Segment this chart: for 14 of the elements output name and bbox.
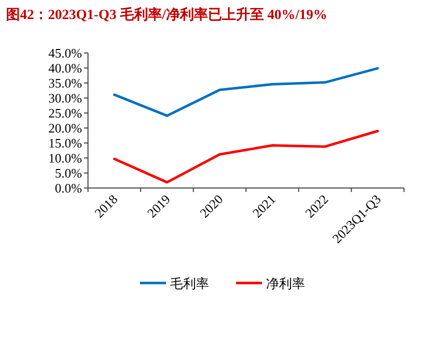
y-tick-label: 0.0% <box>54 180 82 196</box>
y-tick-label: 40.0% <box>48 60 82 76</box>
y-tick-label: 25.0% <box>48 106 82 120</box>
y-tick-label: 5.0% <box>54 166 82 180</box>
y-tick-label: 15.0% <box>48 136 82 150</box>
title: 图42：2023Q1-Q3 毛利率/净利率已上升至 40%/19% <box>6 8 328 23</box>
legend-label: 净利率 <box>266 276 305 291</box>
y-tick-label: 45.0% <box>48 46 82 60</box>
y-tick-label: 35.0% <box>48 76 82 90</box>
y-tick-label: 20.0% <box>48 120 82 136</box>
y-tick-label: 30.0% <box>48 90 82 106</box>
x-tick-label: 2021 <box>249 192 278 221</box>
legend-label: 毛利率 <box>170 276 209 291</box>
y-tick-label: 10.0% <box>48 150 82 166</box>
